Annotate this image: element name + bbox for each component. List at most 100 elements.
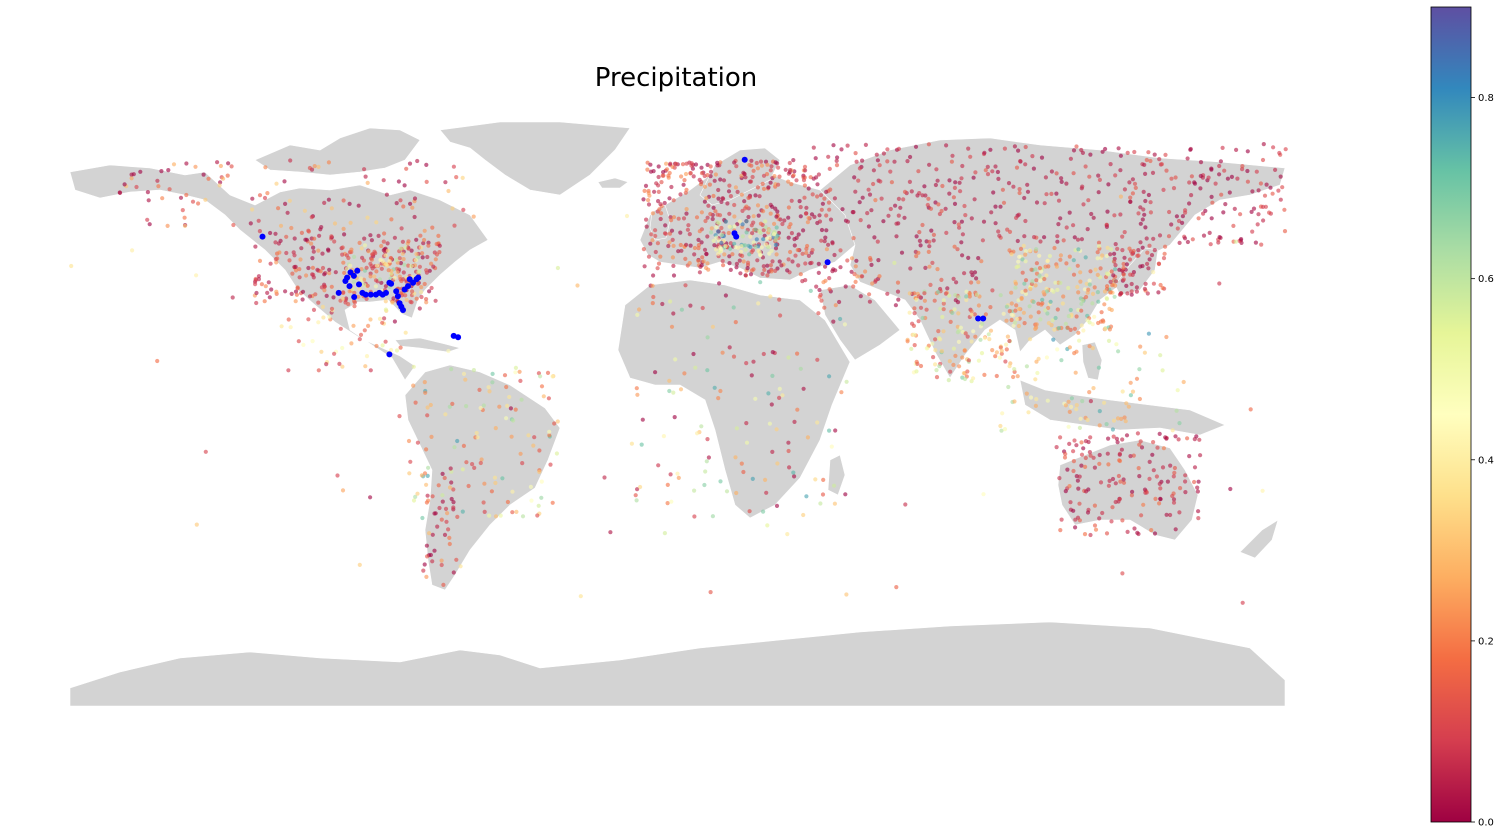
station-point xyxy=(1069,404,1074,409)
station-point xyxy=(730,252,735,257)
station-point xyxy=(827,287,832,292)
station-point xyxy=(656,261,662,266)
station-point xyxy=(661,434,667,439)
station-point xyxy=(366,323,371,328)
station-point xyxy=(683,256,688,261)
station-point xyxy=(203,449,208,454)
station-point xyxy=(1000,187,1006,192)
station-point xyxy=(389,347,394,353)
station-point xyxy=(708,590,713,595)
station-point xyxy=(341,226,346,231)
station-point xyxy=(1183,490,1188,495)
station-point xyxy=(1030,154,1035,159)
station-point xyxy=(1014,265,1019,270)
station-point xyxy=(817,219,823,224)
station-point xyxy=(1155,445,1160,450)
station-point xyxy=(430,532,435,537)
station-point xyxy=(286,317,291,322)
station-point xyxy=(117,190,123,195)
station-point xyxy=(1009,312,1014,317)
station-point xyxy=(1067,266,1072,271)
station-point xyxy=(1106,182,1111,187)
station-point xyxy=(1138,264,1143,269)
station-point xyxy=(279,324,284,329)
station-point xyxy=(650,301,655,306)
station-point xyxy=(671,273,677,278)
station-point xyxy=(1174,214,1179,219)
station-point xyxy=(424,162,429,167)
station-point xyxy=(1249,209,1254,214)
station-point xyxy=(452,223,457,228)
station-point xyxy=(1163,435,1168,440)
station-point xyxy=(379,266,384,271)
station-point xyxy=(711,205,716,210)
station-point xyxy=(914,359,919,364)
station-point xyxy=(1114,342,1119,347)
station-point xyxy=(401,204,406,209)
station-point xyxy=(742,199,747,204)
station-point xyxy=(873,198,878,203)
station-point xyxy=(829,444,834,449)
station-point xyxy=(714,225,719,230)
station-point xyxy=(960,253,965,258)
station-point xyxy=(299,246,304,251)
station-point xyxy=(1096,299,1101,304)
station-point xyxy=(810,192,815,197)
station-point xyxy=(718,479,723,484)
station-point xyxy=(1157,157,1162,162)
station-point xyxy=(748,272,754,277)
station-point xyxy=(700,305,705,311)
station-point xyxy=(993,164,998,169)
station-point xyxy=(760,181,765,186)
station-point xyxy=(1147,459,1152,464)
station-point xyxy=(672,415,677,420)
station-point xyxy=(1078,416,1083,421)
station-point xyxy=(650,283,655,288)
station-point xyxy=(1180,220,1185,225)
station-point xyxy=(1118,212,1123,217)
station-point xyxy=(1121,272,1126,277)
station-point xyxy=(819,227,825,233)
station-point xyxy=(1190,237,1195,242)
station-point xyxy=(774,503,780,508)
station-point xyxy=(424,179,429,184)
station-point xyxy=(1014,303,1019,308)
station-point xyxy=(722,252,727,257)
station-point xyxy=(719,240,724,245)
station-point xyxy=(1031,299,1036,304)
station-point xyxy=(479,457,484,462)
station-point xyxy=(1170,493,1175,499)
station-point xyxy=(1087,174,1092,179)
station-point xyxy=(724,489,730,494)
station-point xyxy=(788,249,793,255)
station-point xyxy=(1009,290,1014,295)
station-point xyxy=(1110,505,1115,510)
station-point xyxy=(311,307,317,312)
station-point xyxy=(893,203,898,208)
station-point xyxy=(653,233,658,239)
station-point xyxy=(380,259,385,264)
station-point xyxy=(818,193,824,198)
station-point xyxy=(723,293,729,298)
station-point xyxy=(1077,338,1082,343)
station-point xyxy=(266,280,271,285)
station-point xyxy=(922,298,928,303)
station-point xyxy=(998,345,1003,350)
station-point xyxy=(408,201,413,206)
station-point xyxy=(812,214,817,219)
station-point xyxy=(851,284,856,289)
station-point xyxy=(656,174,661,180)
station-point xyxy=(912,332,917,337)
station-point xyxy=(642,264,647,269)
highlight-point xyxy=(975,315,982,322)
station-point xyxy=(1044,355,1049,360)
station-point xyxy=(950,153,955,158)
station-point xyxy=(1083,455,1088,461)
station-point xyxy=(821,477,826,482)
station-point xyxy=(1097,516,1102,521)
station-point xyxy=(763,242,769,247)
station-point xyxy=(948,369,953,374)
station-point xyxy=(414,296,419,301)
station-point xyxy=(1034,200,1040,205)
station-point xyxy=(691,174,696,179)
